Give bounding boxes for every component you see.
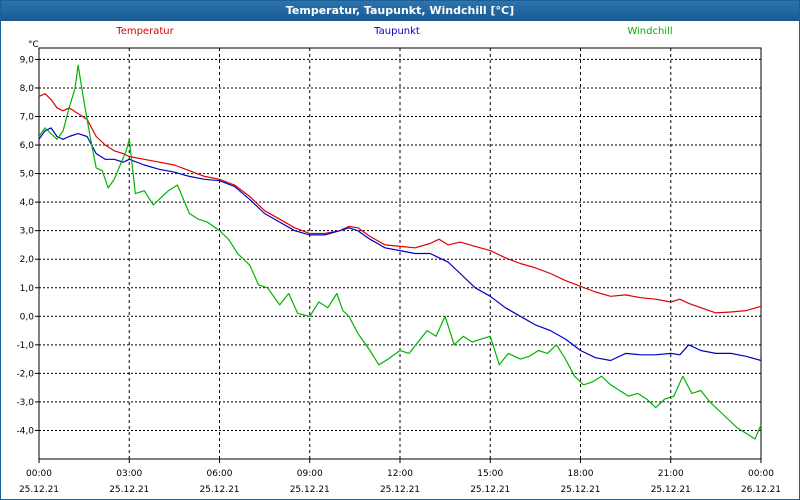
y-tick-label: 1,0 bbox=[20, 284, 35, 294]
series-lines bbox=[38, 64, 762, 440]
x-tick-date: 25.12.21 bbox=[290, 485, 330, 495]
y-tick-label: 7,0 bbox=[20, 113, 35, 123]
x-tick-date: 25.12.21 bbox=[651, 485, 691, 495]
y-tick-label: 9,0 bbox=[20, 55, 35, 65]
y-tick-label: -2,0 bbox=[16, 369, 34, 379]
y-tick-label: 4,0 bbox=[20, 198, 35, 208]
x-tick-date: 25.12.21 bbox=[470, 485, 510, 495]
y-tick-label: 8,0 bbox=[20, 84, 35, 94]
x-tick-date: 25.12.21 bbox=[560, 485, 600, 495]
legend-label-taupunkt: Taupunkt bbox=[373, 26, 420, 37]
x-tick-time: 03:00 bbox=[116, 469, 142, 479]
series-line-taupunkt bbox=[38, 127, 762, 362]
y-tick-label: 2,0 bbox=[20, 255, 35, 265]
x-tick-time: 21:00 bbox=[658, 469, 684, 479]
x-tick-date: 25.12.21 bbox=[380, 485, 420, 495]
legend: Temperatur Taupunkt Windchill bbox=[115, 26, 672, 37]
x-tick-time: 09:00 bbox=[297, 469, 323, 479]
chart-title: Temperatur, Taupunkt, Windchill [°C] bbox=[1, 1, 799, 21]
y-tick-label: 3,0 bbox=[20, 227, 35, 237]
x-tick-date: 25.12.21 bbox=[199, 485, 239, 495]
y-axis: 9,0 8,0 7,0 6,0 5,0 4,0 3,0 2,0 1,0 0,0 -1,0 -2,0 -3… bbox=[16, 55, 39, 436]
x-axis: 00:00 25.12.21 03:00 25.12.21 06:00 25.12.21 0… bbox=[19, 459, 781, 495]
legend-label-windchill: Windchill bbox=[627, 26, 672, 37]
x-tick-time: 15:00 bbox=[477, 469, 503, 479]
x-tick-date: 25.12.21 bbox=[19, 485, 59, 495]
y-tick-label: 0,0 bbox=[20, 312, 35, 322]
x-tick-time: 06:00 bbox=[207, 469, 233, 479]
y-tick-label: 6,0 bbox=[20, 141, 35, 151]
series-line-windchill bbox=[38, 64, 762, 440]
legend-label-temperatur: Temperatur bbox=[115, 26, 174, 37]
y-tick-label: -3,0 bbox=[16, 398, 34, 408]
series-line-temperatur bbox=[38, 93, 762, 314]
y-tick-label: -4,0 bbox=[16, 426, 34, 436]
x-tick-date: 26.12.21 bbox=[741, 485, 781, 495]
y-tick-label: 5,0 bbox=[20, 170, 35, 180]
grid-lines bbox=[39, 48, 761, 459]
x-tick-date: 25.12.21 bbox=[109, 485, 149, 495]
y-tick-label: -1,0 bbox=[16, 341, 34, 351]
x-tick-time: 00:00 bbox=[26, 469, 52, 479]
x-tick-time: 12:00 bbox=[387, 469, 413, 479]
x-tick-time: 00:00 bbox=[748, 469, 774, 479]
x-tick-time: 18:00 bbox=[568, 469, 594, 479]
y-axis-unit: °C bbox=[28, 40, 39, 50]
